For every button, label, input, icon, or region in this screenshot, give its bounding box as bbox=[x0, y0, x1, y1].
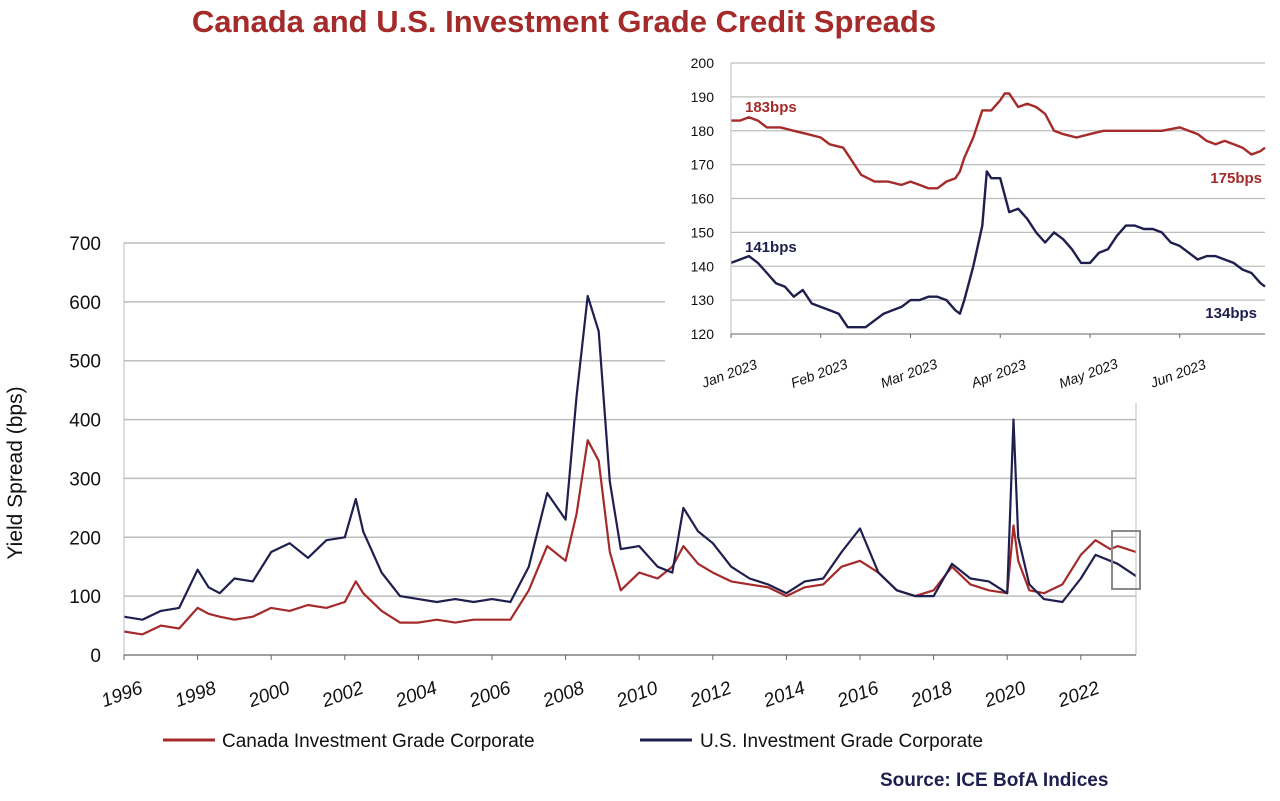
inset-gridlines bbox=[731, 62, 1265, 301]
main-y-tick-label: 600 bbox=[69, 293, 101, 314]
main-y-tick-label: 300 bbox=[69, 469, 101, 490]
main-x-tick-label: 2002 bbox=[319, 678, 367, 713]
main-x-tick-label: 2006 bbox=[466, 678, 514, 713]
legend-label-us: U.S. Investment Grade Corporate bbox=[700, 731, 983, 752]
inset-y-tick-labels: 120 130 140 150 160 170 180 190 200 bbox=[691, 55, 715, 342]
main-series-lines bbox=[123, 294, 1137, 636]
y-axis-label: Yield Spread (bps) bbox=[4, 386, 27, 559]
main-x-tick-label: 2012 bbox=[687, 678, 735, 713]
legend-label-canada: Canada Investment Grade Corporate bbox=[222, 731, 535, 752]
main-x-tick-label: 2022 bbox=[1055, 678, 1103, 713]
main-x-tick-label: 2000 bbox=[245, 678, 293, 713]
annotation-canada-end: 175bps bbox=[1210, 170, 1262, 187]
main-y-tick-label: 100 bbox=[69, 587, 101, 608]
main-y-tick-label: 0 bbox=[90, 646, 101, 667]
main-y-tick-label: 700 bbox=[69, 234, 101, 255]
main-y-tick-label: 200 bbox=[69, 528, 101, 549]
main-series-line-us bbox=[123, 294, 1137, 621]
main-x-tick-label: 2008 bbox=[539, 678, 587, 713]
main-x-tick-labels: 1996 1998 2000 2002 2004 2006 2008 2010 2012 2014… bbox=[99, 655, 1103, 712]
annotation-us-end: 134bps bbox=[1205, 305, 1257, 322]
inset-y-tick-label: 140 bbox=[691, 258, 715, 274]
inset-series-line-canada bbox=[731, 92, 1266, 190]
inset-series-lines bbox=[730, 92, 1266, 329]
chart-title: Canada and U.S. Investment Grade Credit … bbox=[191, 4, 937, 39]
main-x-tick-label: 2014 bbox=[760, 678, 808, 713]
main-x-tick-label: 2010 bbox=[613, 678, 661, 713]
inset-y-tick-label: 190 bbox=[691, 89, 715, 105]
inset-y-tick-label: 120 bbox=[691, 326, 715, 342]
main-y-tick-label: 500 bbox=[69, 352, 101, 373]
inset-y-tick-label: 200 bbox=[691, 55, 715, 71]
main-x-tick-label: 2018 bbox=[907, 678, 955, 713]
inset-y-tick-label: 170 bbox=[691, 157, 715, 173]
main-y-tick-label: 400 bbox=[69, 411, 101, 432]
main-x-tick-label: 2016 bbox=[834, 678, 882, 713]
inset-background bbox=[665, 55, 1277, 403]
main-x-tick-label: 1998 bbox=[172, 678, 219, 712]
inset-y-tick-label: 160 bbox=[691, 191, 715, 207]
main-x-tick-label: 1996 bbox=[99, 678, 146, 712]
main-x-tick-label: 2004 bbox=[392, 678, 440, 713]
inset-y-tick-label: 180 bbox=[691, 123, 715, 139]
inset-series-line-us bbox=[730, 170, 1266, 329]
main-x-tick-label: 2020 bbox=[981, 678, 1029, 713]
main-y-tick-labels: 0 100 200 300 400 500 600 700 bbox=[69, 234, 101, 667]
inset-y-tick-label: 150 bbox=[691, 224, 715, 240]
zoom-highlight-box bbox=[1111, 530, 1141, 590]
source-note: Source: ICE BofA Indices bbox=[880, 770, 1109, 791]
inset-y-tick-label: 130 bbox=[691, 292, 715, 308]
annotation-canada-start: 183bps bbox=[745, 99, 797, 116]
main-series-line-canada bbox=[123, 439, 1137, 636]
annotation-us-start: 141bps bbox=[745, 239, 797, 256]
